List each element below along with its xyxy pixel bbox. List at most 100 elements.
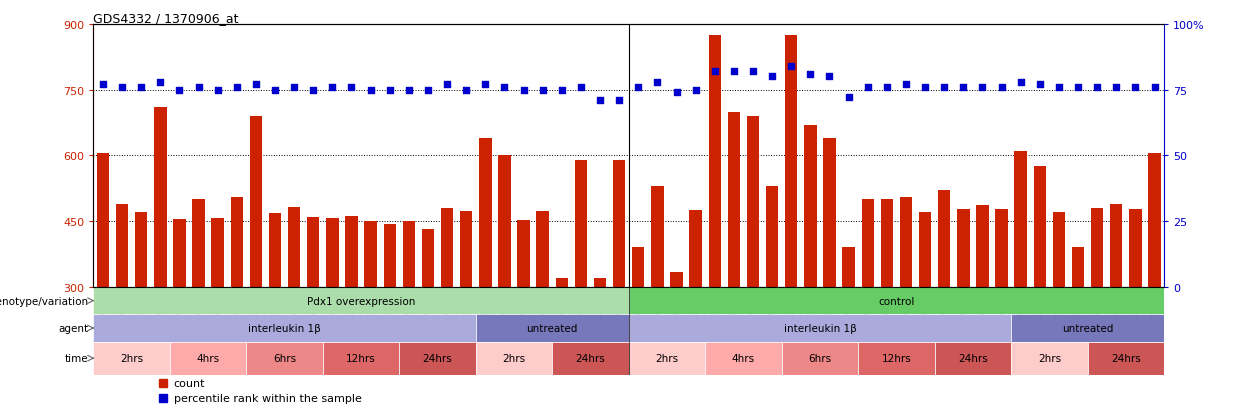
Text: 6hrs: 6hrs [808, 353, 832, 363]
Text: 12hrs: 12hrs [881, 353, 911, 363]
Bar [476, 315, 629, 342]
Point [819, 74, 839, 81]
Point [743, 69, 763, 75]
Text: control: control [878, 296, 915, 306]
Point [629, 84, 649, 91]
Text: 24hrs: 24hrs [1111, 353, 1140, 363]
Point [1030, 82, 1050, 88]
Bar [1111, 204, 1123, 287]
Bar [93, 315, 476, 342]
Point [131, 84, 151, 91]
Point [991, 84, 1011, 91]
Point [476, 82, 496, 88]
Text: count: count [174, 378, 205, 388]
Point [590, 97, 610, 104]
Bar [632, 248, 645, 287]
Point [380, 87, 400, 94]
Bar [670, 272, 682, 287]
Text: 24hrs: 24hrs [575, 353, 605, 363]
Point [1144, 84, 1164, 91]
Point [1087, 84, 1107, 91]
Bar [212, 218, 224, 287]
Point [1068, 84, 1088, 91]
Point [322, 84, 342, 91]
Bar [1033, 167, 1046, 287]
Point [876, 84, 896, 91]
Point [341, 84, 361, 91]
Bar [1072, 248, 1084, 287]
Point [437, 82, 457, 88]
Bar [1011, 315, 1164, 342]
Point [782, 64, 802, 70]
Text: GDS4332 / 1370906_at: GDS4332 / 1370906_at [93, 12, 239, 25]
Point [954, 84, 974, 91]
Bar [134, 213, 147, 287]
Point [647, 79, 667, 86]
Text: 24hrs: 24hrs [422, 353, 452, 363]
Bar [995, 210, 1007, 287]
Bar [629, 342, 705, 375]
Point [552, 87, 571, 94]
Bar [498, 156, 510, 287]
Bar [823, 138, 835, 287]
Bar [705, 342, 782, 375]
Bar [747, 116, 759, 287]
Bar [1011, 342, 1088, 375]
Bar [537, 212, 549, 287]
Bar [476, 342, 553, 375]
Point [151, 79, 171, 86]
Bar [322, 342, 400, 375]
Point [571, 84, 591, 91]
Bar [173, 219, 186, 287]
Point [227, 84, 247, 91]
Text: genotype/variation: genotype/variation [0, 296, 88, 306]
Point [304, 87, 324, 94]
Text: Pdx1 overexpression: Pdx1 overexpression [306, 296, 416, 306]
Point [972, 84, 992, 91]
Text: 2hrs: 2hrs [1038, 353, 1061, 363]
Text: 24hrs: 24hrs [957, 353, 987, 363]
Point [284, 84, 304, 91]
Point [1125, 84, 1145, 91]
Bar [613, 160, 625, 287]
Bar [786, 36, 798, 287]
Bar [400, 342, 476, 375]
Text: 2hrs: 2hrs [655, 353, 679, 363]
Point [858, 84, 878, 91]
Bar [169, 342, 247, 375]
Text: 4hrs: 4hrs [732, 353, 754, 363]
Bar [192, 200, 204, 287]
Text: interleukin 1β: interleukin 1β [783, 323, 857, 333]
Bar [555, 278, 568, 287]
Bar [383, 225, 396, 287]
Point [666, 90, 686, 96]
Point [208, 87, 228, 94]
Point [686, 87, 706, 94]
Point [456, 87, 476, 94]
Bar [937, 191, 950, 287]
Text: untreated: untreated [527, 323, 578, 333]
Bar [93, 342, 169, 375]
Text: 2hrs: 2hrs [503, 353, 525, 363]
Bar [247, 342, 322, 375]
Point [514, 87, 534, 94]
Point [609, 97, 629, 104]
Point [112, 84, 132, 91]
Bar [288, 207, 300, 287]
Bar [708, 36, 721, 287]
Bar [880, 200, 893, 287]
Bar [116, 204, 128, 287]
Bar [766, 187, 778, 287]
Point [188, 84, 208, 91]
Bar [1129, 209, 1142, 287]
Point [705, 69, 725, 75]
Point [839, 95, 859, 102]
Bar [1053, 213, 1066, 287]
Bar [594, 278, 606, 287]
Bar [919, 213, 931, 287]
Bar [250, 116, 263, 287]
Bar [1088, 342, 1164, 375]
Point [934, 84, 954, 91]
Bar [976, 205, 989, 287]
Bar [843, 248, 855, 287]
